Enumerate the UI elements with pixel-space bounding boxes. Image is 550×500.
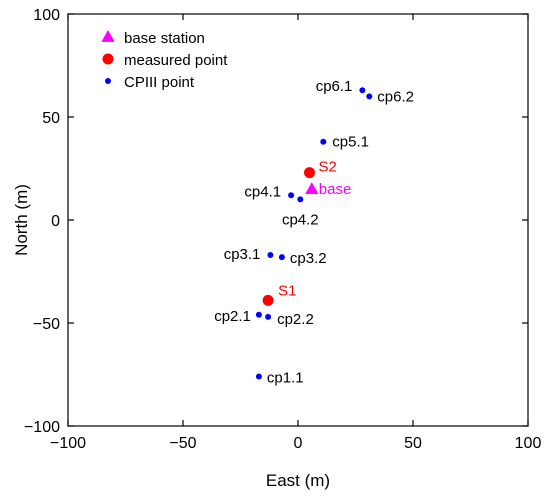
point-label: cp1.1 [267, 370, 304, 387]
base-station-marker [305, 182, 319, 194]
cpiii-point-marker [320, 138, 327, 145]
legend-label: measured point [124, 52, 228, 69]
axis-tick-labels: −100 −50 0 50 100 −100 −50 0 50 100 [24, 7, 541, 452]
point-label: cp5.1 [332, 134, 369, 151]
y-tick-label: 50 [42, 110, 60, 127]
legend: base station measured point CPIII point [101, 30, 228, 91]
point-label: S2 [319, 159, 337, 176]
legend-item: measured point [102, 52, 228, 69]
y-tick-label: 100 [33, 7, 60, 24]
point-label: cp2.1 [214, 308, 251, 325]
legend-item: base station [101, 30, 205, 47]
point-label: cp3.1 [224, 246, 261, 263]
point-label: S1 [278, 282, 296, 299]
point-label: cp2.2 [277, 311, 314, 328]
legend-item: CPIII point [105, 74, 195, 91]
cpiii-point-marker [297, 196, 304, 203]
x-tick-label: −100 [50, 435, 86, 452]
y-axis-title: North (m) [12, 184, 31, 256]
x-axis-title: East (m) [266, 471, 330, 490]
legend-label: base station [124, 30, 205, 47]
point-label: cp4.1 [244, 183, 281, 200]
point-label: cp6.1 [316, 78, 353, 95]
y-tick-label: 0 [51, 213, 60, 230]
cpiii-point-marker [267, 252, 274, 259]
y-tick-label: −100 [24, 419, 60, 436]
point-label: cp3.2 [290, 250, 327, 267]
measured-point-marker [304, 167, 315, 179]
x-tick-label: 100 [515, 435, 542, 452]
cpiii-point-marker [265, 313, 272, 320]
point-label: cp6.2 [377, 88, 414, 105]
legend-marker [102, 53, 114, 65]
x-tick-label: 50 [404, 435, 422, 452]
legend-marker [105, 78, 111, 84]
x-tick-label: 0 [294, 435, 303, 452]
cpiii-point-marker [255, 373, 262, 380]
point-label: cp4.2 [282, 211, 319, 228]
measured-point-marker [262, 294, 274, 306]
cpiii-point-marker [255, 311, 262, 318]
data-markers [255, 87, 373, 380]
y-tick-label: −50 [33, 316, 60, 333]
cpiii-point-marker [366, 93, 373, 100]
plot-frame [67, 13, 529, 427]
legend-marker [101, 30, 115, 42]
x-tick-label: −50 [169, 435, 196, 452]
cpiii-point-marker [278, 254, 285, 261]
cpiii-point-marker [288, 192, 295, 199]
cpiii-point-marker [359, 87, 366, 94]
legend-label: CPIII point [124, 74, 195, 91]
point-label: base [319, 181, 352, 198]
